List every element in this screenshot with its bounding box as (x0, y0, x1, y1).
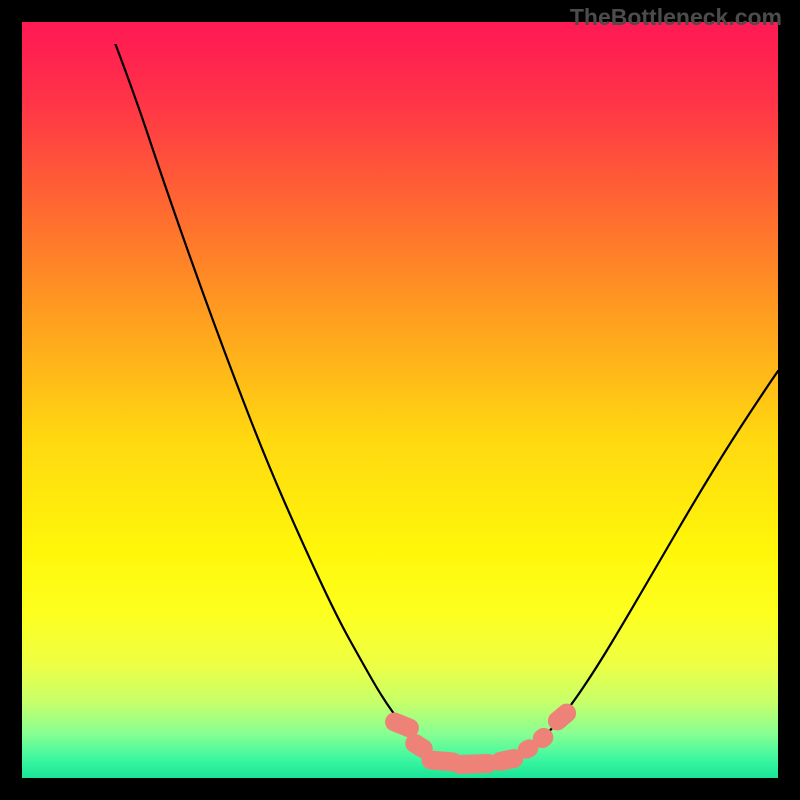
scatter-marker (451, 754, 498, 774)
chart-frame: TheBottleneck.com (0, 0, 800, 800)
watermark-text: TheBottleneck.com (570, 4, 782, 31)
chart-svg (0, 0, 800, 800)
chart-background (22, 22, 778, 778)
